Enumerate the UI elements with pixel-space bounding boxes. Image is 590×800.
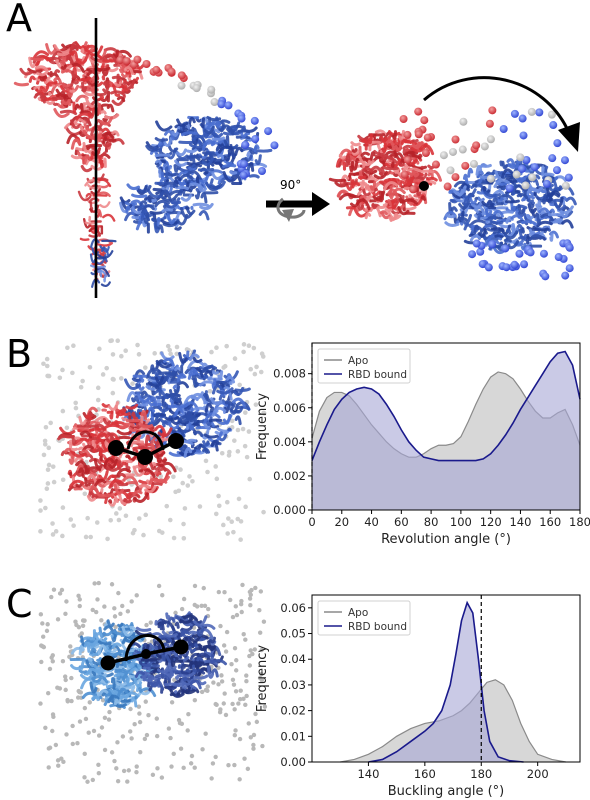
- panel-letter-c: C: [6, 582, 33, 626]
- y-tick-label: 0.03: [280, 678, 306, 692]
- plot-frame: [311, 594, 581, 763]
- y-tick-label: 0.00: [280, 755, 306, 769]
- x-tick-label: 180: [470, 767, 492, 781]
- blue-protein-b: [122, 349, 251, 458]
- panel-letter-b: B: [6, 332, 33, 376]
- blue-protein-right: [443, 158, 577, 255]
- rotation-arrow-icon: [266, 192, 330, 222]
- legend-entry: RBD bound: [348, 621, 407, 633]
- panel-letter-a: A: [6, 0, 32, 40]
- x-tick-label: 0: [308, 515, 315, 529]
- y-tick-label: 0.006: [273, 401, 306, 415]
- x-tick-label: 160: [539, 515, 561, 529]
- chart-buckling-angle: 140 160 180 200 0.00 0.01 0.02 0.03 0.04 0.05 0.06…: [255, 594, 581, 799]
- x-tick-label: 120: [480, 515, 502, 529]
- sphere-trajectory-left: [116, 55, 279, 180]
- curved-arrow: [423, 76, 572, 136]
- angle-marker-b: [108, 430, 184, 465]
- sphere-cloud-right: [399, 106, 574, 281]
- y-tick-label: 0.06: [280, 601, 306, 615]
- plot-frame: [311, 342, 581, 511]
- red-protein-left: [13, 41, 145, 282]
- y-tick-label: 0.004: [273, 435, 306, 449]
- y-tick-label: 0.02: [280, 704, 306, 718]
- y-tick-label: 0.04: [280, 652, 306, 666]
- rotation-label: 90°: [280, 178, 301, 192]
- x-tick-label: 160: [414, 767, 436, 781]
- y-tick-label: 0.05: [280, 627, 306, 641]
- x-tick-label: 80: [424, 515, 439, 529]
- series-line-1: [368, 600, 524, 763]
- chart-revolution-angle: 0 20 40 60 80 100 120 140 160 180 0.000 0.002 0.004 0…: [255, 342, 590, 547]
- y-tick-label: 0.01: [280, 729, 306, 743]
- series-area-1: [368, 602, 524, 762]
- legend-entry: Apo: [348, 355, 368, 367]
- red-protein-b: [57, 401, 177, 507]
- y-axis-label: Frequency: [255, 393, 270, 460]
- legend-entry: Apo: [348, 607, 368, 619]
- y-tick-label: 0.002: [273, 469, 306, 483]
- y-tick-label: 0.008: [273, 367, 306, 381]
- x-axis-label: Revolution angle (°): [381, 532, 511, 547]
- series-area-1: [312, 351, 580, 510]
- x-tick-label: 100: [450, 515, 472, 529]
- x-tick-label: 140: [509, 515, 531, 529]
- pivot-dot: [419, 181, 429, 191]
- panel-c-structure: [38, 580, 268, 784]
- y-axis-label: Frequency: [255, 645, 270, 712]
- x-tick-label: 40: [364, 515, 379, 529]
- y-tick-label: 0.000: [273, 503, 306, 517]
- red-protein-right: [328, 129, 443, 222]
- x-tick-label: 180: [569, 515, 590, 529]
- angle-marker-c: [100, 634, 189, 671]
- panel-b-structure: [38, 338, 267, 542]
- panel-a-structure: 90°: [13, 18, 580, 298]
- x-tick-label: 20: [334, 515, 349, 529]
- legend-entry: RBD bound: [348, 369, 407, 381]
- x-tick-label: 200: [527, 767, 549, 781]
- x-axis-label: Buckling angle (°): [388, 784, 505, 799]
- series-line-1: [311, 350, 581, 462]
- x-tick-label: 60: [394, 515, 409, 529]
- x-tick-label: 140: [357, 767, 379, 781]
- curved-arrow-head-icon: [558, 122, 580, 152]
